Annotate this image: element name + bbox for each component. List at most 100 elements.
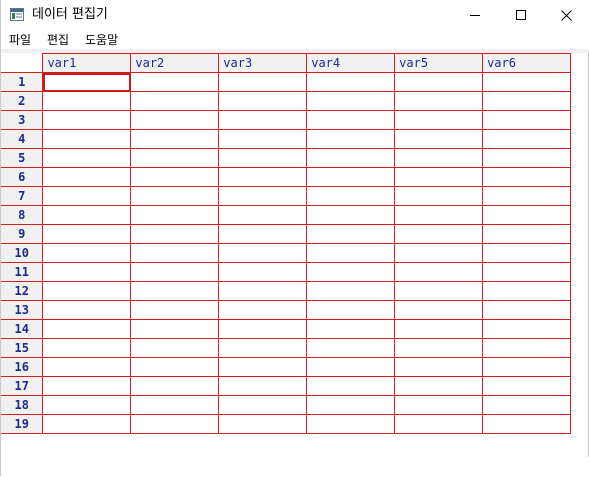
grid-cell[interactable] xyxy=(306,91,396,111)
grid-cell[interactable] xyxy=(394,186,484,206)
grid-cell[interactable] xyxy=(482,376,571,396)
row-header-5[interactable]: 5 xyxy=(1,148,44,168)
grid-cell[interactable] xyxy=(306,262,396,282)
grid-cell[interactable] xyxy=(130,205,220,225)
grid-cell[interactable] xyxy=(42,224,132,244)
grid-cell[interactable] xyxy=(130,72,220,92)
grid-cell[interactable] xyxy=(42,205,132,225)
grid-cell[interactable] xyxy=(42,395,132,415)
grid-cell[interactable] xyxy=(218,376,308,396)
grid-cell[interactable] xyxy=(482,281,571,301)
column-header-var4[interactable]: var4 xyxy=(306,53,396,73)
grid-cell[interactable] xyxy=(482,414,571,434)
grid-cell[interactable] xyxy=(306,338,396,358)
grid-cell[interactable] xyxy=(482,338,571,358)
grid-cell[interactable] xyxy=(394,148,484,168)
grid-cell[interactable] xyxy=(482,110,571,130)
grid-cell[interactable] xyxy=(394,243,484,263)
grid-cell[interactable] xyxy=(218,72,308,92)
row-header-1[interactable]: 1 xyxy=(1,72,44,92)
grid-cell[interactable] xyxy=(306,414,396,434)
grid-cell[interactable] xyxy=(130,129,220,149)
grid-cell[interactable] xyxy=(482,224,571,244)
grid-cell[interactable] xyxy=(42,357,132,377)
grid-cell[interactable] xyxy=(218,186,308,206)
row-header-8[interactable]: 8 xyxy=(1,205,44,225)
grid-cell[interactable] xyxy=(482,129,571,149)
grid-cell[interactable] xyxy=(218,148,308,168)
grid-cell[interactable] xyxy=(42,110,132,130)
grid-cell[interactable] xyxy=(218,243,308,263)
grid-cell[interactable] xyxy=(218,357,308,377)
title-bar[interactable]: 데이터 편집기 xyxy=(1,0,589,30)
grid-cell[interactable] xyxy=(218,262,308,282)
column-header-var3[interactable]: var3 xyxy=(218,53,308,73)
grid-cell[interactable] xyxy=(482,243,571,263)
grid-cell[interactable] xyxy=(482,300,571,320)
grid-cell[interactable] xyxy=(130,148,220,168)
grid-cell[interactable] xyxy=(42,129,132,149)
grid-cell[interactable] xyxy=(394,262,484,282)
grid-cell[interactable] xyxy=(306,243,396,263)
grid-cell[interactable] xyxy=(482,262,571,282)
row-header-2[interactable]: 2 xyxy=(1,91,44,111)
grid-cell[interactable] xyxy=(218,395,308,415)
grid-cell[interactable] xyxy=(42,414,132,434)
grid-cell[interactable] xyxy=(482,205,571,225)
grid-cell[interactable] xyxy=(218,281,308,301)
row-header-13[interactable]: 13 xyxy=(1,300,44,320)
grid-cell[interactable] xyxy=(482,395,571,415)
grid-cell[interactable] xyxy=(42,243,132,263)
grid-cell[interactable] xyxy=(482,148,571,168)
maximize-button[interactable] xyxy=(498,0,543,30)
grid-cell[interactable] xyxy=(130,243,220,263)
grid-cell[interactable] xyxy=(482,72,571,92)
grid-cell[interactable] xyxy=(394,300,484,320)
column-header-var1[interactable]: var1 xyxy=(42,53,132,73)
grid-cell[interactable] xyxy=(42,319,132,339)
grid-cell[interactable] xyxy=(482,167,571,187)
grid-cell[interactable] xyxy=(482,186,571,206)
grid-cell[interactable] xyxy=(130,338,220,358)
data-grid[interactable]: var1 var2 var3 var4 var5 var6 1 2 3 4 5 6 7 8 9 10 11 12… xyxy=(1,53,571,434)
grid-cell[interactable] xyxy=(130,319,220,339)
grid-cell[interactable] xyxy=(42,262,132,282)
grid-cell[interactable] xyxy=(130,395,220,415)
grid-cell[interactable] xyxy=(306,110,396,130)
grid-cell[interactable] xyxy=(394,110,484,130)
grid-cell[interactable] xyxy=(482,357,571,377)
grid-cell[interactable] xyxy=(130,414,220,434)
row-header-3[interactable]: 3 xyxy=(1,110,44,130)
grid-cell[interactable] xyxy=(306,72,396,92)
grid-cell[interactable] xyxy=(218,205,308,225)
close-button[interactable] xyxy=(544,0,589,30)
grid-cell[interactable] xyxy=(394,319,484,339)
grid-cell[interactable] xyxy=(130,357,220,377)
grid-cell[interactable] xyxy=(394,376,484,396)
menu-file[interactable]: 파일 xyxy=(9,33,32,47)
menu-help[interactable]: 도움말 xyxy=(85,33,119,47)
grid-cell[interactable] xyxy=(394,91,484,111)
column-header-var6[interactable]: var6 xyxy=(482,53,571,73)
row-header-6[interactable]: 6 xyxy=(1,167,44,187)
minimize-button[interactable] xyxy=(452,0,497,30)
grid-cell[interactable] xyxy=(306,376,396,396)
grid-cell[interactable] xyxy=(394,414,484,434)
grid-cell[interactable] xyxy=(306,395,396,415)
grid-cell[interactable] xyxy=(130,262,220,282)
row-header-4[interactable]: 4 xyxy=(1,129,44,149)
selected-grid-cell[interactable] xyxy=(42,72,132,92)
grid-cell[interactable] xyxy=(130,91,220,111)
row-header-16[interactable]: 16 xyxy=(1,357,44,377)
row-header-11[interactable]: 11 xyxy=(1,262,44,282)
grid-cell[interactable] xyxy=(130,300,220,320)
grid-cell[interactable] xyxy=(306,148,396,168)
row-header-17[interactable]: 17 xyxy=(1,376,44,396)
grid-cell[interactable] xyxy=(42,281,132,301)
grid-cell[interactable] xyxy=(130,224,220,244)
grid-cell[interactable] xyxy=(306,224,396,244)
grid-cell[interactable] xyxy=(130,281,220,301)
grid-cell[interactable] xyxy=(42,376,132,396)
row-header-19[interactable]: 19 xyxy=(1,414,44,434)
grid-cell[interactable] xyxy=(42,148,132,168)
